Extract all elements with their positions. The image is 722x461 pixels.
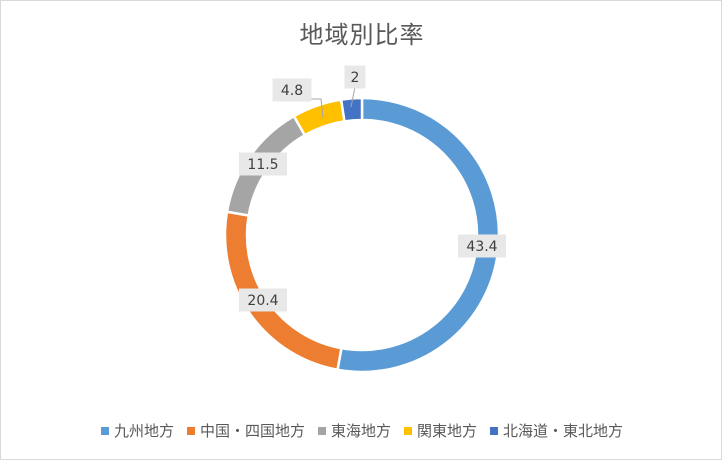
data-label-box-1 <box>458 234 506 258</box>
data-label-box-2 <box>239 288 287 312</box>
data-label-1: 43.4 <box>466 239 497 255</box>
legend: 九州地方 中国・四国地方 東海地方 関東地方 北海道・東北地方 <box>1 420 722 441</box>
data-label-5: 2 <box>351 70 360 86</box>
data-label-2: 20.4 <box>247 293 278 309</box>
data-label-box-3 <box>239 152 287 176</box>
legend-label-5: 北海道・東北地方 <box>503 422 624 440</box>
legend-swatch-3 <box>317 426 326 435</box>
legend-label-2: 中国・四国地方 <box>199 422 305 440</box>
data-label-4: 4.8 <box>281 83 303 99</box>
legend-label-3: 東海地方 <box>330 422 391 440</box>
legend-item-5: 北海道・東北地方 <box>490 420 623 441</box>
legend-label-1: 九州地方 <box>113 422 174 440</box>
legend-item-4: 関東地方 <box>404 420 477 441</box>
data-label-box-4 <box>272 78 312 102</box>
legend-item-2: 中国・四国地方 <box>186 420 305 441</box>
legend-item-1: 九州地方 <box>100 420 174 441</box>
data-label-3: 11.5 <box>247 157 278 173</box>
legend-item-3: 東海地方 <box>317 420 391 441</box>
legend-swatch-2 <box>186 426 195 435</box>
legend-swatch-5 <box>490 426 499 435</box>
legend-swatch-4 <box>404 426 412 435</box>
legend-swatch-1 <box>100 426 109 435</box>
donut-slice-4 <box>292 98 346 137</box>
leader-line-5 <box>350 86 356 108</box>
legend-label-4: 関東地方 <box>417 422 478 440</box>
data-label-box-5 <box>344 65 366 89</box>
chart-title: 地域別比率 <box>299 21 425 49</box>
donut-slice-5 <box>339 96 364 123</box>
